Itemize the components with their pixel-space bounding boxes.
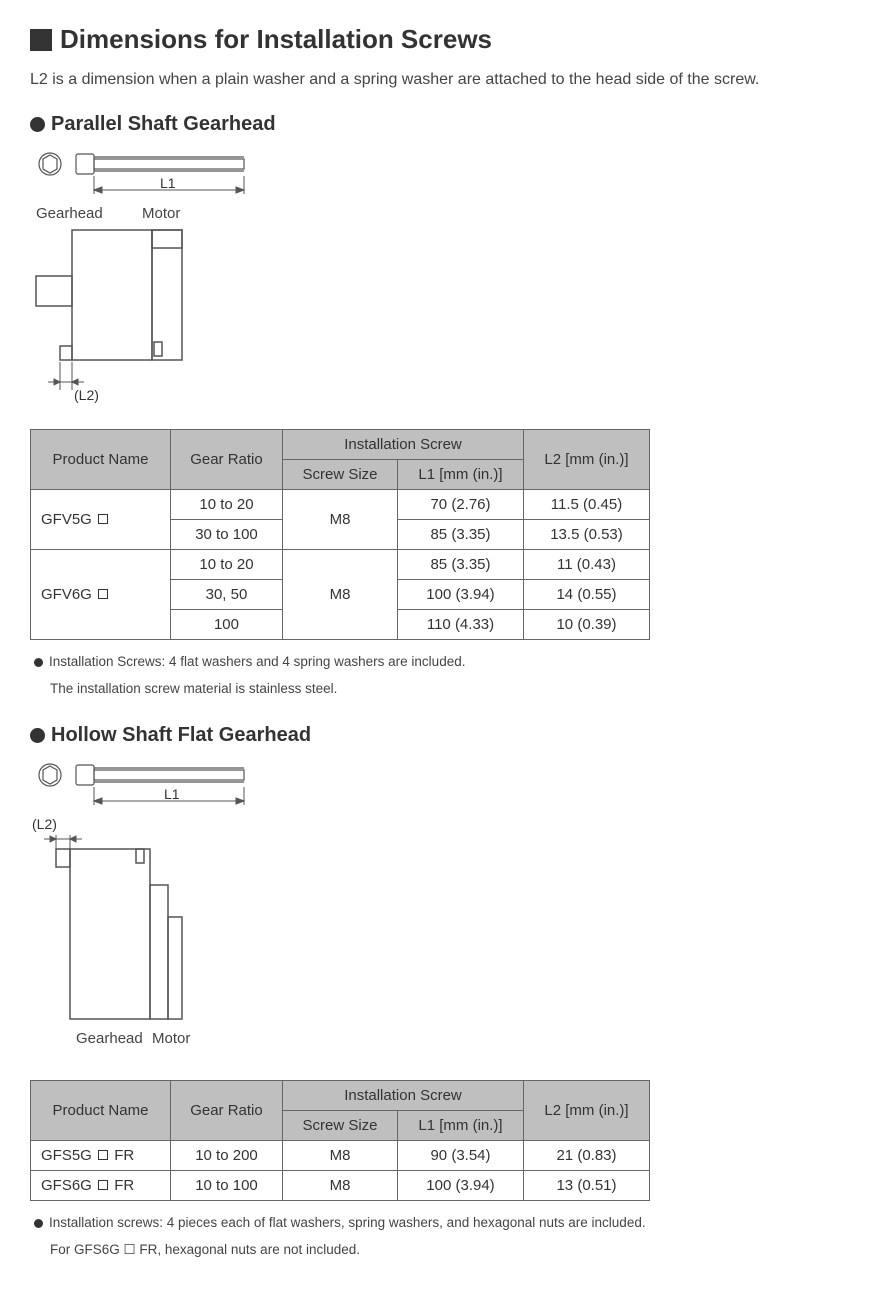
- th-screw-size: Screw Size: [283, 460, 398, 490]
- cell-L1: 85 (3.35): [398, 550, 524, 580]
- th-L1: L1 [mm (in.)]: [398, 460, 524, 490]
- motor-label: Motor: [142, 205, 180, 222]
- parallel-shaft-diagram-svg: L1 Gearhead Motor (L2): [30, 146, 290, 406]
- cell-screw: M8: [283, 550, 398, 640]
- th-screw-size: Screw Size: [283, 1111, 398, 1141]
- bullet-icon: [30, 728, 45, 743]
- cell-screw: M8: [283, 490, 398, 550]
- cell-L1: 100 (3.94): [398, 580, 524, 610]
- section2-title: Hollow Shaft Flat Gearhead: [30, 724, 863, 747]
- bullet-icon: [34, 1219, 43, 1228]
- cell-ratio: 30 to 100: [170, 520, 282, 550]
- table-row: GFS6G FR 10 to 100 M8 100 (3.94) 13 (0.5…: [31, 1171, 650, 1201]
- page-title: Dimensions for Installation Screws: [30, 24, 863, 55]
- gearhead-label: Gearhead: [36, 205, 103, 222]
- cell-L2: 13.5 (0.53): [523, 520, 649, 550]
- cell-L2: 10 (0.39): [523, 610, 649, 640]
- cell-ratio: 30, 50: [170, 580, 282, 610]
- section2-notes: Installation screws: 4 pieces each of fl…: [34, 1209, 863, 1263]
- th-gear-ratio: Gear Ratio: [170, 1081, 282, 1141]
- cell-screw: M8: [283, 1141, 398, 1171]
- bullet-icon: [30, 117, 45, 132]
- cell-product: GFS6G FR: [31, 1171, 171, 1201]
- note-text: Installation Screws: 4 flat washers and …: [49, 654, 465, 669]
- bullet-icon: [34, 658, 43, 667]
- section1-table: Product Name Gear Ratio Installation Scr…: [30, 429, 650, 640]
- cell-L2: 11.5 (0.45): [523, 490, 649, 520]
- table-row: GFS5G FR 10 to 200 M8 90 (3.54) 21 (0.83…: [31, 1141, 650, 1171]
- title-text: Dimensions for Installation Screws: [60, 24, 492, 55]
- cell-ratio: 100: [170, 610, 282, 640]
- cell-product: GFS5G FR: [31, 1141, 171, 1171]
- cell-L1: 100 (3.94): [398, 1171, 524, 1201]
- cell-ratio: 10 to 20: [170, 550, 282, 580]
- th-gear-ratio: Gear Ratio: [170, 430, 282, 490]
- cell-product: GFV6G: [31, 550, 171, 640]
- L1-label: L1: [160, 175, 176, 191]
- th-product: Product Name: [31, 1081, 171, 1141]
- hollow-shaft-diagram-svg: L1 (L2) Gearhead Motor: [30, 757, 300, 1057]
- th-L1: L1 [mm (in.)]: [398, 1111, 524, 1141]
- cell-L1: 85 (3.35): [398, 520, 524, 550]
- section2-diagram: L1 (L2) Gearhead Motor: [30, 757, 863, 1062]
- section2-table: Product Name Gear Ratio Installation Scr…: [30, 1080, 650, 1201]
- note-text: The installation screw material is stain…: [50, 681, 337, 696]
- section1-diagram: L1 Gearhead Motor (L2): [30, 146, 863, 411]
- cell-ratio: 10 to 20: [170, 490, 282, 520]
- table-row: GFV6G 10 to 20 M8 85 (3.35) 11 (0.43): [31, 550, 650, 580]
- L2-label: (L2): [74, 387, 99, 403]
- cell-L1: 90 (3.54): [398, 1141, 524, 1171]
- th-L2: L2 [mm (in.)]: [523, 430, 649, 490]
- cell-screw: M8: [283, 1171, 398, 1201]
- L2-label: (L2): [32, 816, 57, 832]
- th-product: Product Name: [31, 430, 171, 490]
- section1-title: Parallel Shaft Gearhead: [30, 113, 863, 136]
- cell-L2: 21 (0.83): [523, 1141, 649, 1171]
- cell-L1: 70 (2.76): [398, 490, 524, 520]
- th-install-screw: Installation Screw: [283, 1081, 524, 1111]
- gearhead-label: Gearhead: [76, 1030, 143, 1047]
- cell-L2: 14 (0.55): [523, 580, 649, 610]
- section2-title-text: Hollow Shaft Flat Gearhead: [51, 724, 311, 747]
- section1-title-text: Parallel Shaft Gearhead: [51, 113, 276, 136]
- th-install-screw: Installation Screw: [283, 430, 524, 460]
- cell-product: GFV5G: [31, 490, 171, 550]
- intro-text: L2 is a dimension when a plain washer an…: [30, 69, 863, 91]
- section1-notes: Installation Screws: 4 flat washers and …: [34, 648, 863, 702]
- note-text: For GFS6G ☐ FR, hexagonal nuts are not i…: [50, 1242, 360, 1257]
- motor-label: Motor: [152, 1030, 190, 1047]
- cell-ratio: 10 to 100: [170, 1171, 282, 1201]
- cell-L2: 13 (0.51): [523, 1171, 649, 1201]
- note-text: Installation screws: 4 pieces each of fl…: [49, 1215, 646, 1230]
- th-L2: L2 [mm (in.)]: [523, 1081, 649, 1141]
- cell-L1: 110 (4.33): [398, 610, 524, 640]
- cell-L2: 11 (0.43): [523, 550, 649, 580]
- title-square-icon: [30, 29, 52, 51]
- cell-ratio: 10 to 200: [170, 1141, 282, 1171]
- L1-label: L1: [164, 786, 180, 802]
- table-row: GFV5G 10 to 20 M8 70 (2.76) 11.5 (0.45): [31, 490, 650, 520]
